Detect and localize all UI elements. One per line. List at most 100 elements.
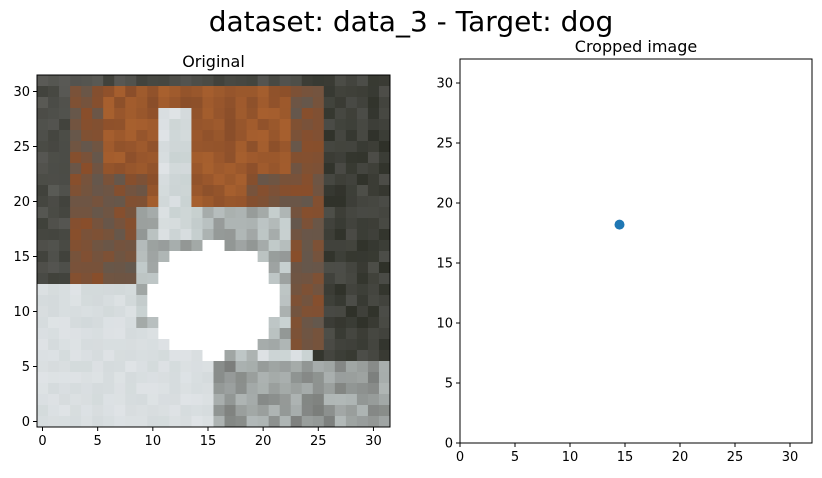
image-pixel bbox=[37, 405, 49, 417]
image-pixel bbox=[169, 97, 181, 109]
original-axes-title: Original bbox=[182, 52, 245, 71]
image-pixel bbox=[103, 350, 115, 362]
image-pixel bbox=[103, 262, 115, 274]
image-pixel bbox=[180, 295, 192, 307]
image-pixel bbox=[213, 86, 225, 98]
image-pixel bbox=[147, 141, 159, 153]
cropped-ytick-label: 30 bbox=[436, 77, 453, 92]
image-pixel bbox=[81, 405, 93, 417]
image-pixel bbox=[169, 185, 181, 197]
image-pixel bbox=[103, 273, 115, 285]
image-pixel bbox=[180, 240, 192, 252]
image-pixel bbox=[257, 361, 270, 373]
image-pixel bbox=[235, 240, 247, 252]
image-pixel bbox=[158, 317, 170, 329]
image-pixel bbox=[367, 251, 380, 263]
image-pixel bbox=[70, 262, 82, 274]
image-pixel bbox=[103, 394, 115, 406]
image-pixel bbox=[246, 251, 259, 263]
image-pixel bbox=[290, 405, 303, 417]
image-pixel bbox=[70, 339, 82, 351]
image-pixel bbox=[367, 75, 380, 87]
image-pixel bbox=[312, 306, 325, 318]
image-pixel bbox=[48, 394, 60, 406]
image-pixel bbox=[290, 119, 303, 131]
image-pixel bbox=[323, 284, 336, 296]
image-pixel bbox=[92, 152, 104, 164]
image-pixel bbox=[59, 97, 71, 109]
image-pixel bbox=[301, 174, 314, 186]
image-pixel bbox=[180, 141, 192, 153]
image-pixel bbox=[81, 229, 93, 241]
image-pixel bbox=[202, 174, 214, 186]
image-pixel bbox=[202, 207, 214, 219]
image-pixel bbox=[92, 262, 104, 274]
image-pixel bbox=[290, 86, 303, 98]
image-pixel bbox=[367, 196, 380, 208]
image-pixel bbox=[345, 251, 358, 263]
image-pixel bbox=[334, 284, 347, 296]
image-pixel bbox=[92, 251, 104, 263]
image-pixel bbox=[312, 108, 325, 120]
image-pixel bbox=[257, 394, 270, 406]
image-pixel bbox=[169, 174, 181, 186]
image-pixel bbox=[81, 97, 93, 109]
image-pixel bbox=[224, 196, 236, 208]
image-pixel bbox=[378, 75, 391, 87]
image-pixel bbox=[136, 383, 148, 395]
original-ytick-label: 0 bbox=[22, 415, 30, 430]
image-pixel bbox=[334, 185, 347, 197]
image-pixel bbox=[158, 97, 170, 109]
image-pixel bbox=[257, 416, 270, 428]
image-pixel bbox=[191, 383, 203, 395]
image-pixel bbox=[81, 262, 93, 274]
image-pixel bbox=[323, 75, 336, 87]
image-pixel bbox=[114, 240, 126, 252]
image-pixel bbox=[323, 185, 336, 197]
image-pixel bbox=[81, 207, 93, 219]
image-pixel bbox=[367, 350, 380, 362]
image-pixel bbox=[257, 130, 270, 142]
image-pixel bbox=[180, 174, 192, 186]
image-pixel bbox=[191, 372, 203, 384]
image-pixel bbox=[213, 317, 225, 329]
image-pixel bbox=[70, 229, 82, 241]
image-pixel bbox=[257, 295, 270, 307]
image-pixel bbox=[334, 174, 347, 186]
image-pixel bbox=[125, 372, 137, 384]
image-pixel bbox=[367, 317, 380, 329]
image-pixel bbox=[213, 383, 225, 395]
image-pixel bbox=[213, 174, 225, 186]
image-pixel bbox=[158, 306, 170, 318]
image-pixel bbox=[158, 75, 170, 87]
image-pixel bbox=[301, 108, 314, 120]
image-pixel bbox=[59, 328, 71, 340]
image-pixel bbox=[103, 416, 115, 428]
image-pixel bbox=[114, 251, 126, 263]
image-pixel bbox=[312, 328, 325, 340]
image-pixel bbox=[48, 317, 60, 329]
image-pixel bbox=[136, 295, 148, 307]
image-pixel bbox=[268, 317, 281, 329]
image-pixel bbox=[356, 119, 369, 131]
image-pixel bbox=[136, 119, 148, 131]
image-pixel bbox=[224, 262, 236, 274]
image-pixel bbox=[158, 174, 170, 186]
image-pixel bbox=[345, 372, 358, 384]
image-pixel bbox=[334, 394, 347, 406]
image-pixel bbox=[356, 240, 369, 252]
image-pixel bbox=[180, 416, 192, 428]
image-pixel bbox=[103, 317, 115, 329]
image-pixel bbox=[48, 185, 60, 197]
image-pixel bbox=[246, 273, 259, 285]
image-pixel bbox=[180, 229, 192, 241]
image-pixel bbox=[158, 328, 170, 340]
cropped-xtick-label: 10 bbox=[562, 450, 579, 465]
image-pixel bbox=[147, 262, 159, 274]
image-pixel bbox=[81, 152, 93, 164]
image-pixel bbox=[70, 207, 82, 219]
image-pixel bbox=[279, 163, 292, 175]
image-pixel bbox=[213, 339, 225, 351]
image-pixel bbox=[37, 141, 49, 153]
image-pixel bbox=[312, 174, 325, 186]
